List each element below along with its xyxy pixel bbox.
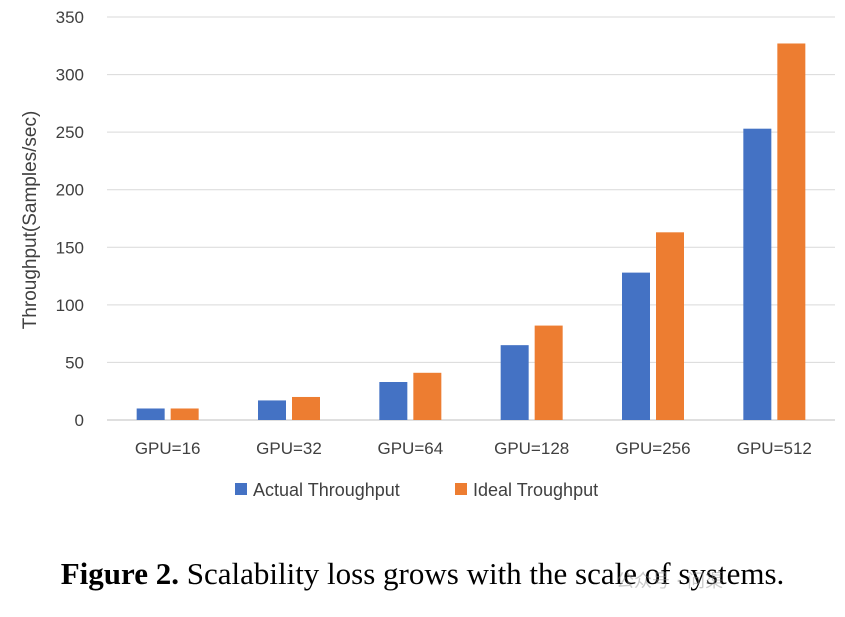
legend-label-actual: Actual Throughput — [253, 480, 400, 500]
bar-actual-gpu-16 — [136, 408, 165, 420]
y-axis-tick-labels: 0 50 100 150 200 250 300 350 — [56, 8, 84, 430]
y-tick-label: 50 — [65, 353, 84, 372]
y-tick-label: 350 — [56, 8, 84, 27]
bar-actual-gpu-256 — [622, 272, 650, 420]
x-tick-label: GPU=256 — [615, 439, 690, 458]
legend: Actual Throughput Ideal Troughput — [235, 480, 598, 500]
y-axis-title: Throughput(Samples/sec) — [20, 111, 41, 330]
watermark: 公众号 · 问渠 — [616, 571, 724, 592]
legend-label-ideal: Ideal Troughput — [473, 480, 598, 500]
x-axis-tick-labels: GPU=16 GPU=32 GPU=64 GPU=128 GPU=256 GPU=512 — [135, 439, 812, 458]
bar-ideal-gpu-512 — [777, 43, 806, 421]
bar-actual-gpu-512 — [743, 128, 772, 420]
y-tick-label: 250 — [56, 123, 84, 142]
x-tick-label: GPU=16 — [135, 439, 201, 458]
y-tick-label: 100 — [56, 296, 84, 315]
bars — [136, 43, 806, 421]
figure-caption-label: Figure 2. — [60, 556, 179, 591]
bar-ideal-gpu-32 — [292, 396, 320, 420]
y-tick-label: 300 — [56, 66, 84, 85]
legend-swatch-actual — [235, 483, 247, 495]
gridlines — [107, 16, 835, 421]
legend-swatch-ideal — [455, 483, 467, 495]
x-tick-label: GPU=64 — [377, 439, 443, 458]
figure-caption-text: Scalability loss grows with the scale of… — [186, 556, 785, 591]
bar-ideal-gpu-256 — [656, 232, 684, 420]
y-tick-label: 0 — [75, 411, 84, 430]
bar-ideal-gpu-16 — [170, 408, 199, 420]
x-tick-label: GPU=32 — [256, 439, 322, 458]
bar-ideal-gpu-128 — [534, 325, 563, 420]
figure-caption: Figure 2. Scalability loss grows with th… — [0, 556, 845, 592]
y-tick-label: 200 — [56, 181, 84, 200]
x-tick-label: GPU=512 — [737, 439, 812, 458]
x-tick-label: GPU=128 — [494, 439, 569, 458]
bar-actual-gpu-64 — [379, 382, 408, 420]
bar-actual-gpu-32 — [258, 400, 286, 420]
bar-ideal-gpu-64 — [413, 372, 442, 420]
bar-chart: 0 50 100 150 200 250 300 350 GPU=16 GPU=32 GPU=64… — [20, 8, 835, 500]
bar-actual-gpu-128 — [500, 345, 529, 420]
y-tick-label: 150 — [56, 238, 84, 257]
